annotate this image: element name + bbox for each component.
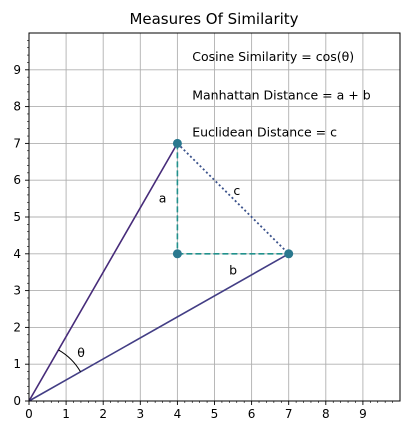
annotation-text: Manhattan Distance = a + b [192, 88, 370, 103]
segment-label-b: b [229, 262, 237, 277]
data-point-marker [173, 249, 182, 258]
segment-label-a: a [159, 191, 167, 206]
x-tick-label: 9 [359, 407, 367, 421]
x-tick-label: 3 [136, 407, 144, 421]
x-tick-label: 8 [322, 407, 330, 421]
annotation-text: Euclidean Distance = c [192, 124, 337, 139]
chart-title: Measures Of Similarity [129, 10, 298, 28]
x-tick-label: 6 [248, 407, 256, 421]
segment-label-c: c [233, 183, 240, 198]
data-point-marker [173, 139, 182, 148]
y-tick-label: 0 [13, 394, 21, 408]
chart-labels: θ a b c Cosine Similarity = cos(θ) Manhattan … [77, 49, 370, 360]
data-point-marker [284, 249, 293, 258]
y-tick-label: 5 [13, 210, 21, 224]
y-tick-label: 8 [13, 100, 21, 114]
theta-label: θ [77, 345, 85, 360]
y-tick-label: 7 [13, 136, 21, 150]
y-tick-label: 3 [13, 284, 21, 298]
x-tick-label: 0 [25, 407, 33, 421]
x-tick-label: 7 [285, 407, 293, 421]
y-tick-label: 2 [13, 320, 21, 334]
x-tick-label: 5 [211, 407, 219, 421]
x-tick-label: 2 [99, 407, 107, 421]
x-tick-label: 4 [174, 407, 182, 421]
segment-c-dotted [177, 143, 288, 253]
y-tick-label: 6 [13, 173, 21, 187]
y-tick-label: 4 [13, 247, 21, 261]
y-tick-label: 1 [13, 357, 21, 371]
x-tick-label: 1 [62, 407, 70, 421]
series-lines [29, 143, 289, 401]
y-tick-label: 9 [13, 63, 21, 77]
annotation-text: Cosine Similarity = cos(θ) [192, 49, 354, 64]
